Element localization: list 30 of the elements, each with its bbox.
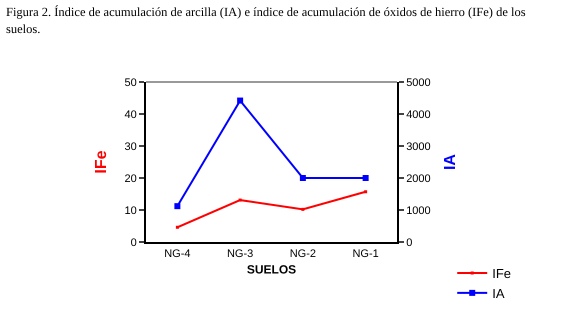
chart-title: Figura 2. Índice de acumulación de arcilla (IA) e índice de acumulación de óxidos de hierro (IFe) de los suelos. xyxy=(6,4,527,38)
point xyxy=(238,198,242,202)
y-tick-label: 0 xyxy=(130,236,137,249)
point xyxy=(300,175,306,181)
x-axis-title: SUELOS xyxy=(246,262,296,277)
y2-tick-label: 3000 xyxy=(406,140,431,153)
x-tick-label: NG-1 xyxy=(352,248,379,260)
point xyxy=(364,190,368,194)
y-tick-label: 50 xyxy=(124,76,137,89)
x-tick-label: NG-3 xyxy=(226,248,254,260)
x-tick-label: NG-4 xyxy=(164,248,191,260)
point xyxy=(237,98,244,104)
legend-label: IA xyxy=(492,286,505,301)
point xyxy=(301,208,304,211)
point xyxy=(174,203,180,210)
y-tick-label: 10 xyxy=(124,204,137,217)
y2-tick-label: 0 xyxy=(406,236,412,249)
y-tick-label: 40 xyxy=(124,108,137,121)
point xyxy=(362,175,369,181)
y2-tick-label: 1000 xyxy=(406,204,431,217)
y-tick-label: 20 xyxy=(124,172,137,185)
y-axis-title: IFe xyxy=(92,150,110,174)
y2-tick-label: 4000 xyxy=(406,108,431,121)
y2-tick-label: 2000 xyxy=(406,172,431,185)
legend-label: IFe xyxy=(492,266,512,282)
y-tick-label: 30 xyxy=(124,140,137,153)
y2-tick-label: 5000 xyxy=(406,76,431,89)
x-tick-label: NG-2 xyxy=(290,248,316,260)
point xyxy=(176,226,179,229)
y2-axis-title: IA xyxy=(442,154,459,170)
